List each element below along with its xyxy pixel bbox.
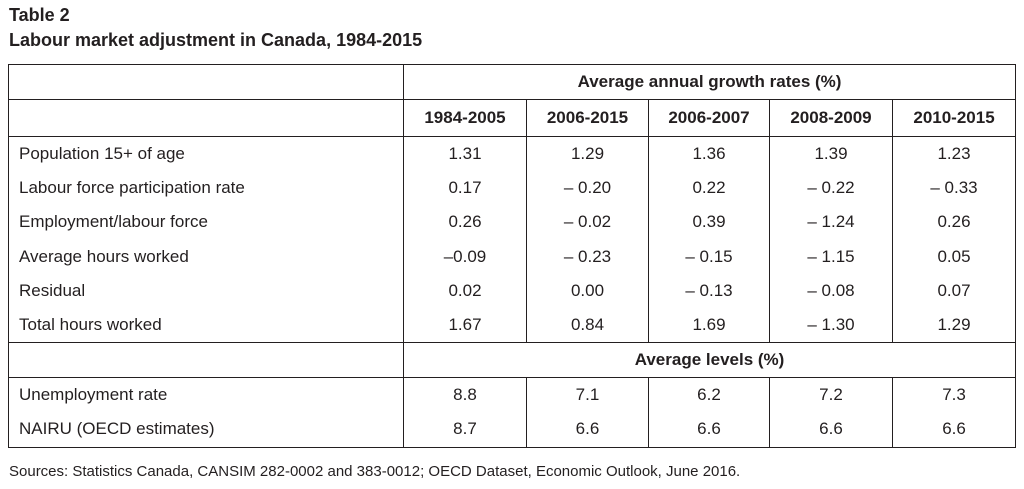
value-cell: 7.2 bbox=[769, 377, 893, 413]
value-cell: 1.67 bbox=[403, 307, 527, 343]
column-header: 2006-2007 bbox=[648, 99, 770, 137]
row-label: Total hours worked bbox=[19, 315, 162, 335]
levels-group-header: Average levels (%) bbox=[402, 342, 1016, 378]
column-header-row: 1984-2005 2006-2015 2006-2007 2008-2009 … bbox=[8, 99, 1016, 137]
value-cell: – 1.30 bbox=[769, 307, 893, 343]
value-cell: 1.29 bbox=[526, 136, 649, 172]
row-label: NAIRU (OECD estimates) bbox=[19, 419, 215, 439]
value-cell: 7.3 bbox=[891, 377, 1016, 413]
value-cell: – 0.08 bbox=[769, 273, 893, 308]
empty-label-cell bbox=[8, 342, 404, 378]
value-cell: 0.39 bbox=[648, 205, 770, 240]
value-cell: 6.6 bbox=[526, 412, 649, 447]
growth-group-header-row: Average annual growth rates (%) bbox=[9, 64, 1016, 100]
labour-market-table: Average annual growth rates (%) 1984-200… bbox=[8, 64, 1017, 448]
table-body: Average annual growth rates (%) 1984-200… bbox=[8, 64, 1016, 447]
value-cell: 6.6 bbox=[648, 412, 770, 447]
value-cell: 8.8 bbox=[403, 377, 527, 413]
source-note: Sources: Statistics Canada, CANSIM 282-0… bbox=[9, 463, 741, 480]
value-cell: 8.7 bbox=[403, 412, 527, 447]
row-label: Average hours worked bbox=[19, 246, 189, 266]
value-cell: – 0.22 bbox=[769, 171, 893, 206]
empty-corner-cell bbox=[9, 65, 404, 100]
value-cell: – 0.23 bbox=[526, 239, 649, 274]
table-row: Residual 0.02 0.00– 0.13– 0.08 0.07 bbox=[9, 273, 1016, 308]
table-number: Table 2 bbox=[9, 5, 70, 25]
row-label: Labour force participation rate bbox=[19, 178, 245, 198]
value-cell: 1.23 bbox=[891, 136, 1016, 172]
value-cell: 1.39 bbox=[769, 136, 893, 172]
table-row: NAIRU (OECD estimates) 8.7 6.6 6.6 6.6 6.6 bbox=[9, 412, 1016, 447]
table-row: Total hours worked 1.67 0.84 1.69– 1.30 1.29 bbox=[9, 307, 1016, 343]
levels-group-header-row: Average levels (%) bbox=[8, 342, 1016, 378]
row-label: Population 15+ of age bbox=[8, 136, 404, 172]
value-cell: 0.05 bbox=[891, 239, 1016, 274]
table-title: Labour market adjustment in Canada, 1984… bbox=[9, 30, 423, 50]
empty-label-header-cell bbox=[8, 99, 404, 137]
column-header: 1984-2005 bbox=[403, 99, 527, 137]
value-cell: 0.07 bbox=[891, 273, 1016, 308]
column-header: 2008-2009 bbox=[769, 99, 893, 137]
value-cell: – 0.15 bbox=[648, 239, 770, 274]
value-cell: 6.6 bbox=[769, 412, 893, 447]
table-row: Population 15+ of age 1.31 1.29 1.36 1.39 1.2… bbox=[8, 136, 1016, 172]
row-label: Unemployment rate bbox=[8, 377, 404, 413]
value-cell: – 1.24 bbox=[769, 205, 893, 240]
table-row: Employment/labour force 0.26– 0.02 0.39– 1… bbox=[9, 205, 1016, 240]
value-cell: 0.26 bbox=[403, 205, 527, 240]
value-cell: 6.6 bbox=[891, 412, 1016, 447]
value-cell: 1.29 bbox=[891, 307, 1016, 343]
value-cell: – 0.13 bbox=[648, 273, 770, 308]
value-cell: – 1.15 bbox=[769, 239, 893, 274]
value-cell: 0.02 bbox=[403, 273, 527, 308]
growth-group-header: Average annual growth rates (%) bbox=[402, 64, 1016, 100]
value-cell: 7.1 bbox=[526, 377, 649, 413]
value-cell: 1.31 bbox=[403, 136, 527, 172]
value-cell: – 0.20 bbox=[526, 171, 649, 206]
column-header: 2010-2015 bbox=[891, 99, 1016, 137]
value-cell: –0.09 bbox=[403, 239, 527, 274]
row-label: Employment/labour force bbox=[19, 212, 208, 232]
table-row: Average hours worked –0.09– 0.23– 0.15– 1… bbox=[9, 239, 1016, 274]
value-cell: 6.2 bbox=[648, 377, 770, 413]
table-caption: Table 2 Labour market adjustment in Cana… bbox=[9, 4, 422, 51]
value-cell: 0.22 bbox=[648, 171, 770, 206]
value-cell: 1.69 bbox=[648, 307, 770, 343]
value-cell: 0.00 bbox=[526, 273, 649, 308]
value-cell: 0.26 bbox=[891, 205, 1016, 240]
value-cell: – 0.02 bbox=[526, 205, 649, 240]
row-label: Residual bbox=[19, 280, 86, 300]
value-cell: 0.84 bbox=[526, 307, 649, 343]
value-cell: – 0.33 bbox=[891, 171, 1016, 206]
table-row: Labour force participation rate 0.17– 0.2… bbox=[9, 171, 1016, 206]
value-cell: 0.17 bbox=[403, 171, 527, 206]
table-row: Unemployment rate 8.8 7.1 6.2 7.2 7.3 bbox=[8, 377, 1016, 413]
value-cell: 1.36 bbox=[648, 136, 770, 172]
column-header: 2006-2015 bbox=[526, 99, 649, 137]
